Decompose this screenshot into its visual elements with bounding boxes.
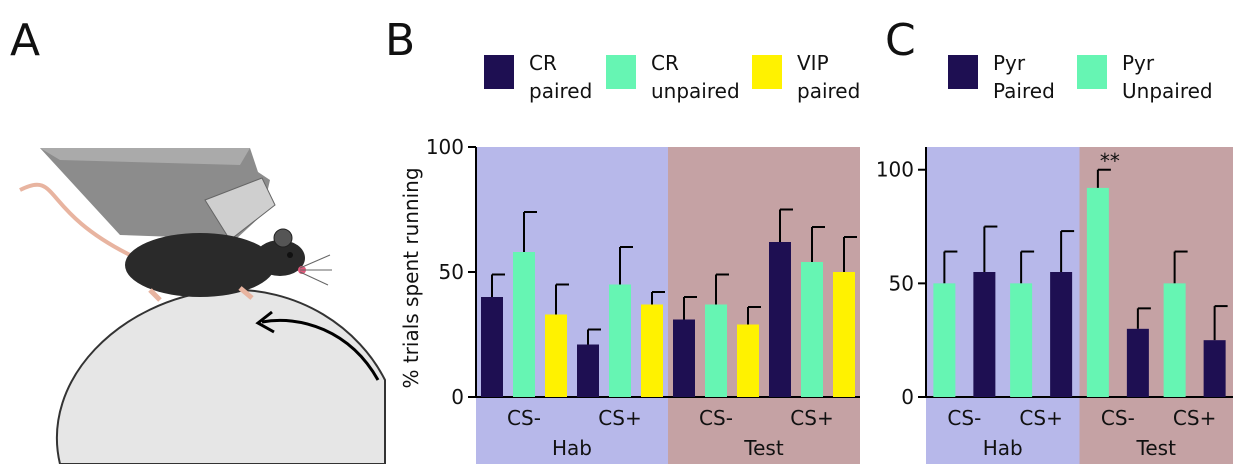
y-tick-label: 0 [901, 385, 914, 409]
bar [973, 272, 996, 397]
legend-label: VIP paired [797, 51, 860, 103]
legend-swatch [484, 55, 514, 89]
legend-label: CR paired [529, 51, 592, 103]
x-tick-label: CS- [947, 406, 981, 430]
legend-swatch [948, 55, 978, 89]
y-tick-label: 100 [426, 135, 464, 159]
group-label: Hab [983, 436, 1023, 460]
mouse-illustration [19, 148, 386, 464]
x-tick-label: CS+ [790, 406, 833, 430]
bar [705, 304, 727, 397]
panel-label: A [10, 15, 40, 66]
bar [1203, 340, 1226, 397]
bar [513, 252, 535, 397]
y-tick-label: 0 [451, 385, 464, 409]
bar [933, 283, 956, 397]
legend-swatch [752, 55, 782, 89]
legend-swatch [606, 55, 636, 89]
bar [1050, 272, 1073, 397]
bar [673, 319, 695, 397]
bar [1163, 283, 1186, 397]
group-background [476, 147, 668, 464]
legend-label: Pyr Unpaired [1122, 51, 1213, 103]
bar [1126, 328, 1149, 397]
bar [801, 262, 823, 397]
x-tick-label: CS+ [598, 406, 641, 430]
y-tick-label: 50 [439, 260, 464, 284]
bar [545, 314, 567, 397]
panel-label: C [885, 15, 916, 66]
bar [577, 344, 599, 397]
x-tick-label: CS- [699, 406, 733, 430]
legend-label: Pyr Paired [993, 51, 1055, 103]
group-label: Test [1136, 436, 1177, 460]
x-tick-label: CS- [1101, 406, 1135, 430]
x-tick-label: CS+ [1173, 406, 1216, 430]
group-label: Test [743, 436, 784, 460]
bar [737, 324, 759, 397]
legend-swatch [1077, 55, 1107, 89]
group-background [668, 147, 860, 464]
bar [641, 304, 663, 397]
panel-label: B [385, 15, 415, 66]
group-label: Hab [552, 436, 592, 460]
x-tick-label: CS- [507, 406, 541, 430]
legend-label: CR unpaired [651, 51, 740, 103]
bar [609, 284, 631, 397]
bar [481, 297, 503, 397]
bar [769, 242, 791, 397]
y-tick-label: 100 [876, 158, 914, 182]
y-tick-label: 50 [889, 271, 914, 295]
y-axis-label: % trials spent running [399, 167, 423, 388]
annotation: ** [1100, 149, 1120, 173]
bar [833, 272, 855, 397]
bar [1086, 187, 1109, 397]
x-tick-label: CS+ [1019, 406, 1062, 430]
bar [1010, 283, 1033, 397]
